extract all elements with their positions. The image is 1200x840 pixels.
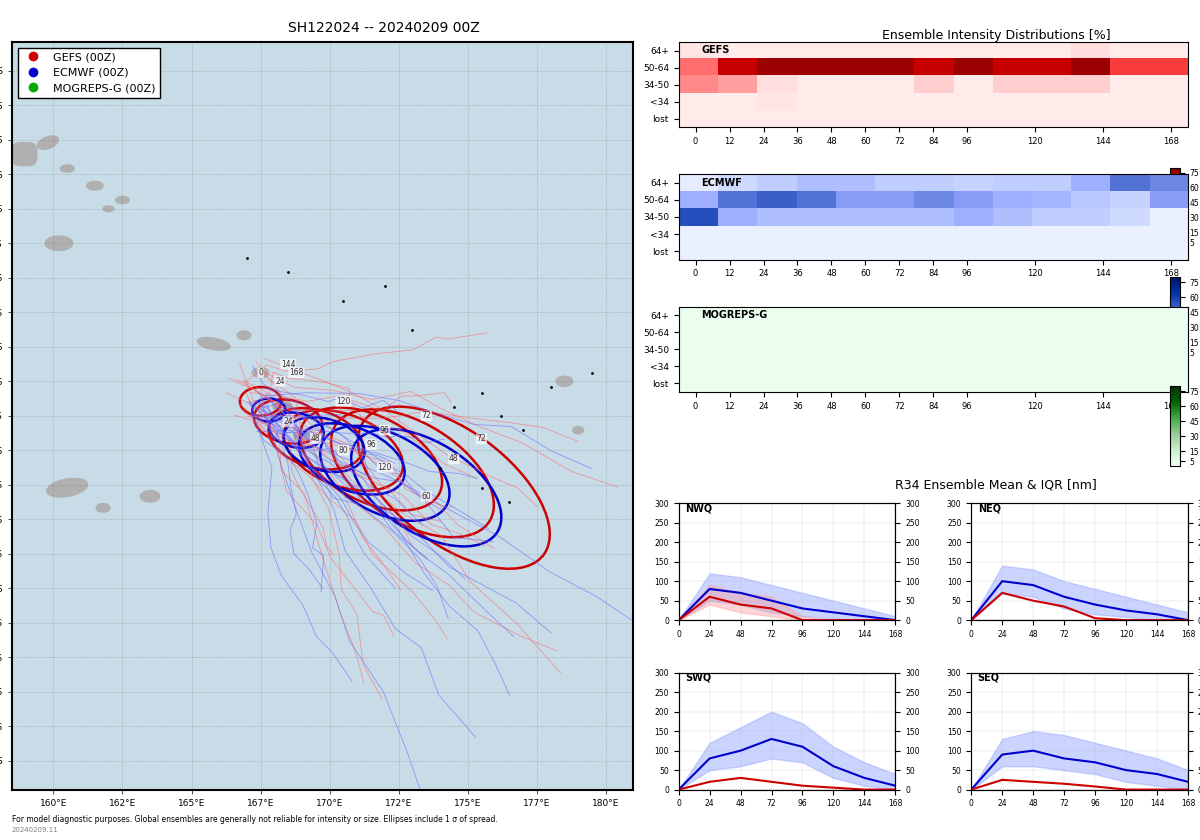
Text: SEQ: SEQ	[978, 673, 1000, 683]
Text: NEQ: NEQ	[978, 503, 1001, 513]
Text: MOGREPS-G: MOGREPS-G	[701, 310, 768, 320]
Ellipse shape	[46, 236, 73, 250]
Text: 60: 60	[421, 491, 431, 501]
Ellipse shape	[60, 165, 74, 172]
Text: ECMWF: ECMWF	[701, 178, 742, 187]
Text: GEFS: GEFS	[701, 45, 730, 55]
Text: 80: 80	[338, 446, 348, 454]
Ellipse shape	[197, 338, 230, 350]
Ellipse shape	[252, 368, 269, 378]
Text: 96: 96	[380, 426, 390, 434]
Ellipse shape	[140, 491, 160, 502]
Ellipse shape	[238, 331, 251, 339]
Text: 72: 72	[476, 434, 486, 444]
Ellipse shape	[294, 431, 311, 441]
Text: 48: 48	[311, 434, 320, 444]
Ellipse shape	[103, 206, 114, 212]
Text: 20240209.11: 20240209.11	[12, 827, 59, 833]
Ellipse shape	[556, 376, 572, 386]
Text: For model diagnostic purposes. Global ensembles are generally not reliable for i: For model diagnostic purposes. Global en…	[12, 815, 498, 824]
Text: 72: 72	[421, 412, 431, 420]
Ellipse shape	[572, 427, 583, 433]
Ellipse shape	[115, 197, 130, 204]
Text: NWQ: NWQ	[685, 503, 713, 513]
Text: 144: 144	[281, 360, 295, 369]
Text: Ensemble Intensity Distributions [%]: Ensemble Intensity Distributions [%]	[882, 29, 1110, 42]
Text: 24: 24	[283, 417, 293, 426]
FancyBboxPatch shape	[12, 143, 37, 165]
Ellipse shape	[272, 402, 293, 413]
Text: 48: 48	[449, 454, 458, 464]
Ellipse shape	[96, 503, 110, 512]
Text: 120: 120	[336, 397, 350, 406]
Ellipse shape	[37, 136, 59, 150]
Text: 24: 24	[275, 377, 284, 386]
Text: SH122024 -- 20240209 00Z: SH122024 -- 20240209 00Z	[288, 21, 480, 35]
Legend: GEFS (00Z), ECMWF (00Z), MOGREPS-G (00Z): GEFS (00Z), ECMWF (00Z), MOGREPS-G (00Z)	[18, 48, 160, 97]
Text: 0: 0	[258, 368, 263, 377]
Ellipse shape	[47, 479, 88, 497]
Text: R34 Ensemble Mean & IQR [nm]: R34 Ensemble Mean & IQR [nm]	[895, 479, 1097, 491]
Text: 96: 96	[366, 440, 376, 449]
Text: 120: 120	[378, 463, 392, 472]
Ellipse shape	[86, 181, 103, 190]
Text: 168: 168	[289, 368, 304, 377]
Text: SWQ: SWQ	[685, 673, 712, 683]
